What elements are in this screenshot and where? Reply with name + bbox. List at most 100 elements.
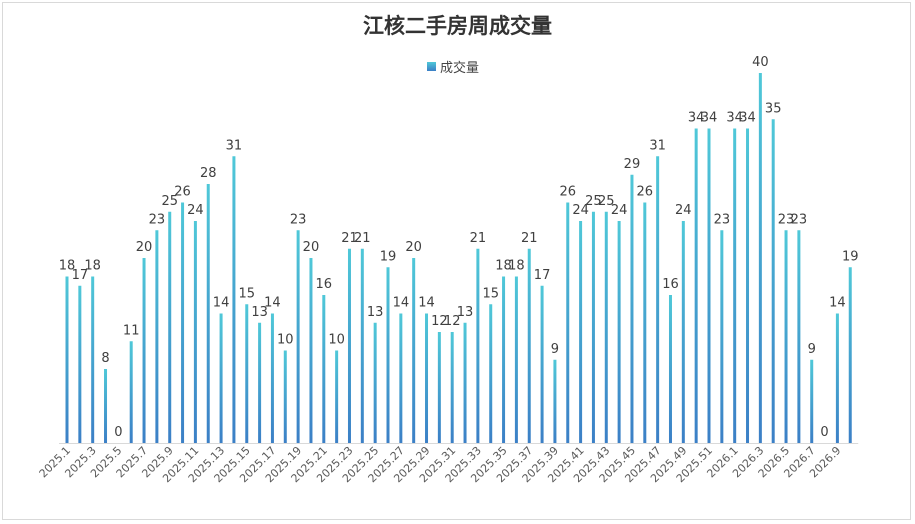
data-label-2025.8: 23	[149, 212, 166, 227]
data-label-2025.31: 12	[444, 314, 461, 329]
chart-title: 江核二手房周成交量	[363, 13, 552, 38]
data-label-2025.45: 29	[624, 157, 641, 172]
data-label-2026.5: 23	[778, 212, 795, 227]
bar-2025.3	[91, 276, 95, 443]
bar-2025.48	[668, 295, 672, 443]
bar-2025.34	[489, 304, 493, 443]
data-label-2025.25: 13	[367, 305, 384, 320]
bar-2025.27	[399, 313, 403, 443]
bar-2025.24	[360, 248, 364, 443]
bar-2025.49	[681, 221, 685, 443]
data-label-2025.10: 26	[174, 185, 191, 200]
data-label-2025.43: 25	[598, 194, 615, 209]
bar-2025.28	[412, 258, 416, 443]
bar-2026.1	[733, 128, 737, 443]
data-label-2025.26: 19	[380, 249, 397, 264]
data-label-2025.13: 14	[213, 296, 230, 311]
bar-2025.38	[540, 285, 544, 443]
data-label-2025.35: 18	[495, 259, 512, 274]
bar-2026.4	[771, 119, 775, 443]
data-label-2025.6: 11	[123, 323, 140, 338]
bar-2025.4	[104, 369, 108, 443]
data-label-2025.1: 18	[59, 259, 76, 274]
bar-2025.7	[142, 258, 146, 443]
bar-2025.17	[270, 313, 274, 443]
data-label-2025.18: 10	[277, 333, 294, 348]
data-label-2025.28: 20	[405, 240, 422, 255]
data-label-2025.27: 14	[393, 296, 410, 311]
data-label-2026.2: 34	[739, 111, 756, 126]
bar-2025.22	[335, 350, 339, 443]
bar-2025.15	[245, 304, 249, 443]
bar-2025.44	[617, 221, 621, 443]
data-label-2025.41: 24	[572, 203, 589, 218]
data-label-2025.49: 24	[675, 203, 692, 218]
bar-2025.45	[630, 174, 634, 443]
data-label-2025.20: 20	[303, 240, 320, 255]
data-label-2026.8: 0	[820, 425, 828, 440]
bar-2026.10	[848, 267, 852, 443]
bar-2025.42	[591, 211, 595, 443]
bar-2025.36	[514, 276, 518, 443]
data-label-2025.7: 20	[136, 240, 153, 255]
bar-2026.3	[758, 73, 762, 443]
legend-swatch	[427, 61, 436, 71]
bar-2026.7	[810, 359, 814, 443]
bar-2025.35	[502, 276, 506, 443]
data-label-2025.36: 18	[508, 259, 525, 274]
data-label-2026.3: 40	[752, 55, 769, 70]
bar-2025.51	[707, 128, 711, 443]
bar-2025.37	[527, 248, 531, 443]
data-label-2026.9: 14	[829, 296, 846, 311]
data-label-2025.29: 14	[418, 296, 435, 311]
data-label-2026.1: 34	[726, 111, 743, 126]
bar-2025.31	[450, 332, 454, 443]
data-label-2025.38: 17	[534, 268, 551, 283]
bar-2025.2	[78, 285, 82, 443]
bar-2025.52	[720, 230, 724, 443]
data-label-2025.3: 18	[84, 259, 101, 274]
data-label-2025.16: 13	[251, 305, 268, 320]
bar-2026.5	[784, 230, 788, 443]
data-label-2025.11: 24	[187, 203, 204, 218]
bar-2025.13	[219, 313, 223, 443]
bar-2025.20	[309, 258, 313, 443]
bar-2026.6	[797, 230, 801, 443]
data-label-2025.50: 34	[688, 111, 705, 126]
bar-2025.12	[206, 184, 210, 443]
bar-2025.21	[322, 295, 326, 443]
bar-2025.39	[553, 359, 557, 443]
bar-2026.2	[746, 128, 750, 443]
bar-2025.30	[437, 332, 441, 443]
bar-2025.29	[425, 313, 429, 443]
bar-2025.6	[129, 341, 133, 443]
data-label-2025.19: 23	[290, 212, 307, 227]
bar-2025.18	[283, 350, 287, 443]
data-label-2025.37: 21	[521, 231, 538, 246]
bar-2025.11	[193, 221, 197, 443]
bar-2025.10	[181, 202, 185, 443]
bar-2025.8	[155, 230, 159, 443]
bar-2025.32	[463, 322, 467, 443]
bar-2025.16	[258, 322, 262, 443]
bar-2025.43	[604, 211, 608, 443]
data-label-2025.32: 13	[457, 305, 474, 320]
data-label-2025.46: 26	[637, 185, 654, 200]
data-label-2025.2: 17	[72, 268, 89, 283]
data-label-2025.9: 25	[161, 194, 178, 209]
data-label-2025.23: 21	[341, 231, 358, 246]
legend: 成交量	[427, 57, 480, 76]
bar-2025.1	[65, 276, 69, 443]
data-label-2025.15: 15	[238, 286, 255, 301]
data-label-2025.22: 10	[328, 333, 345, 348]
data-label-2025.34: 15	[482, 286, 499, 301]
bar-2025.19	[296, 230, 300, 443]
bar-2025.33	[476, 248, 480, 443]
legend-label: 成交量	[440, 60, 480, 76]
bar-2025.23	[347, 248, 351, 443]
data-label-2026.6: 23	[791, 212, 808, 227]
data-label-2025.44: 24	[611, 203, 628, 218]
data-label-2026.7: 9	[808, 342, 816, 357]
data-label-2025.48: 16	[662, 277, 679, 292]
